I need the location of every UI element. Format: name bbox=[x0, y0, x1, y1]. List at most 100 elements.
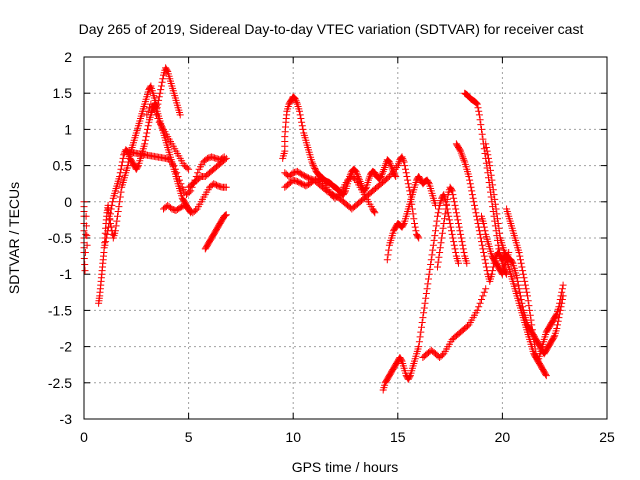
data-point bbox=[403, 173, 411, 180]
data-point bbox=[491, 195, 499, 203]
data-point bbox=[554, 317, 562, 325]
data-point bbox=[434, 258, 442, 266]
data-point bbox=[298, 118, 306, 126]
data-point bbox=[410, 215, 418, 223]
data-point bbox=[448, 186, 455, 194]
data-point bbox=[174, 173, 182, 180]
y-tick-label: -1.5 bbox=[48, 302, 72, 318]
data-point bbox=[185, 165, 193, 173]
data-point bbox=[416, 333, 424, 341]
data-series bbox=[124, 147, 228, 199]
x-tick-label: 10 bbox=[285, 429, 301, 445]
data-point bbox=[479, 245, 487, 253]
data-series bbox=[383, 173, 439, 264]
data-point bbox=[494, 220, 502, 227]
data-point bbox=[450, 194, 458, 202]
data-point bbox=[153, 111, 160, 119]
data-point bbox=[352, 167, 360, 175]
data-point bbox=[517, 259, 525, 267]
data-point bbox=[362, 185, 370, 192]
data-point bbox=[457, 234, 465, 242]
data-point bbox=[487, 171, 495, 179]
data-point bbox=[386, 160, 394, 168]
data-point bbox=[141, 136, 149, 144]
data-point bbox=[415, 338, 423, 346]
data-point bbox=[388, 169, 396, 177]
data-point bbox=[455, 223, 463, 231]
data-point bbox=[406, 187, 414, 195]
data-point bbox=[558, 285, 566, 293]
data-point bbox=[404, 180, 412, 188]
data-point bbox=[143, 111, 151, 119]
data-point bbox=[521, 281, 529, 289]
data-point bbox=[118, 162, 126, 170]
data-point bbox=[439, 224, 447, 232]
data-point bbox=[298, 122, 306, 130]
data-point bbox=[475, 303, 483, 311]
data-point bbox=[296, 107, 303, 115]
y-tick-label: 0.5 bbox=[53, 158, 73, 174]
y-tick-label: 1 bbox=[64, 121, 72, 137]
data-point bbox=[173, 169, 181, 177]
data-point bbox=[476, 116, 484, 124]
data-point bbox=[485, 154, 492, 162]
data-point bbox=[478, 130, 486, 138]
x-tick-label: 5 bbox=[185, 429, 193, 445]
data-point bbox=[118, 158, 126, 166]
data-point bbox=[514, 277, 522, 285]
data-point bbox=[470, 198, 478, 206]
data-point bbox=[515, 285, 523, 293]
data-point bbox=[473, 100, 481, 108]
data-point bbox=[387, 161, 395, 169]
data-point bbox=[399, 221, 407, 229]
data-point bbox=[424, 280, 432, 288]
data-point bbox=[486, 162, 494, 170]
data-point bbox=[528, 321, 536, 329]
data-point bbox=[465, 173, 473, 180]
data-series bbox=[281, 173, 379, 217]
data-point bbox=[117, 188, 125, 196]
data-point bbox=[155, 93, 163, 101]
data-point bbox=[404, 176, 412, 184]
data-point bbox=[555, 314, 563, 322]
data-point bbox=[529, 331, 537, 338]
data-point bbox=[309, 161, 317, 169]
data-point bbox=[459, 241, 467, 249]
data-point bbox=[438, 351, 446, 359]
data-point bbox=[519, 267, 527, 275]
y-tick-label: 0 bbox=[64, 194, 72, 210]
data-series bbox=[160, 180, 230, 217]
data-point bbox=[401, 162, 409, 170]
data-point bbox=[430, 236, 438, 244]
data-point bbox=[111, 227, 119, 235]
data-point bbox=[531, 345, 539, 353]
data-point bbox=[482, 144, 490, 151]
data-point bbox=[542, 372, 550, 380]
data-point bbox=[385, 158, 393, 166]
data-point bbox=[146, 83, 154, 91]
data-point bbox=[471, 205, 479, 213]
data-point bbox=[526, 311, 534, 319]
data-point bbox=[480, 220, 488, 227]
data-point bbox=[171, 165, 179, 173]
data-point bbox=[102, 238, 110, 246]
data-point bbox=[107, 205, 115, 213]
data-point bbox=[449, 191, 457, 199]
data-point bbox=[530, 335, 538, 343]
data-point bbox=[291, 95, 299, 103]
data-point bbox=[432, 201, 439, 209]
data-point bbox=[441, 215, 448, 223]
y-tick-label: 1.5 bbox=[53, 85, 73, 101]
data-point bbox=[482, 263, 490, 271]
data-point bbox=[434, 212, 441, 220]
data-point bbox=[488, 176, 496, 184]
data-point bbox=[493, 210, 501, 218]
data-point bbox=[480, 223, 488, 231]
data-point bbox=[370, 208, 378, 215]
data-point bbox=[399, 156, 407, 164]
data-point bbox=[435, 205, 443, 213]
data-point bbox=[112, 222, 120, 230]
data-point bbox=[446, 220, 454, 227]
data-point bbox=[448, 230, 456, 238]
data-point bbox=[351, 175, 359, 183]
